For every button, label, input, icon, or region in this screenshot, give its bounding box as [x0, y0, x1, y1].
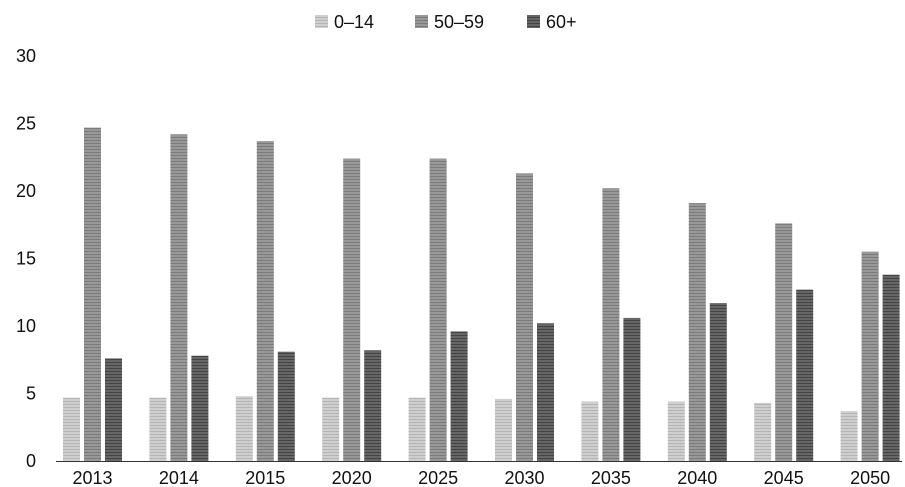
plot-area: [63, 127, 900, 462]
category-group: [840, 251, 900, 461]
x-tick-label: 2030: [504, 468, 544, 487]
bar-series-60-plus: [537, 323, 554, 461]
bar-series-50-59: [775, 223, 793, 461]
y-tick-label: 5: [26, 384, 36, 404]
y-tick-label: 10: [16, 316, 36, 336]
y-tick-label: 15: [16, 249, 36, 269]
bar-series-50-59: [602, 188, 620, 462]
legend-swatch: [315, 15, 328, 28]
legend-swatch: [415, 15, 428, 28]
bar-series-50-59: [861, 251, 879, 461]
legend-item: 50–59: [415, 12, 484, 32]
category-group: [754, 223, 814, 461]
category-group: [581, 188, 641, 462]
bar-series-0-14: [408, 397, 426, 461]
legend: 0–14 50–59 60+: [315, 12, 577, 32]
bar-series-60-plus: [796, 289, 814, 461]
legend-label: 50–59: [434, 12, 484, 32]
y-tick-label: 0: [26, 451, 36, 471]
bar-series-50-59: [343, 158, 361, 461]
bar-series-0-14: [840, 411, 858, 461]
legend-swatch: [527, 15, 540, 28]
bar-series-0-14: [322, 397, 340, 461]
bar-series-50-59: [84, 127, 101, 461]
x-tick-label: 2013: [72, 468, 112, 487]
x-tick-label: 2015: [245, 468, 285, 487]
bar-series-60-plus: [105, 358, 122, 461]
category-group: [149, 134, 209, 462]
legend-item: 0–14: [315, 12, 374, 32]
bar-series-60-plus: [882, 274, 900, 461]
bar-series-60-plus: [450, 331, 468, 461]
x-tick-label: 2040: [677, 468, 717, 487]
bar-series-60-plus: [623, 317, 641, 461]
x-tick-label: 2025: [418, 468, 458, 487]
bar-series-60-plus: [191, 355, 209, 461]
bar-series-0-14: [149, 397, 167, 461]
bar-series-50-59: [516, 173, 533, 461]
bar-series-0-14: [667, 401, 685, 461]
bar-series-50-59: [256, 141, 274, 461]
legend-label: 60+: [546, 12, 577, 32]
bar-series-60-plus: [364, 350, 382, 461]
bar-series-0-14: [235, 396, 253, 461]
bar-series-0-14: [63, 397, 80, 461]
bar-series-60-plus: [277, 351, 295, 461]
bar-series-0-14: [754, 402, 772, 461]
category-group: [667, 203, 727, 461]
x-axis: 2013 2014 2015 2020 2025 2030 2035 2040 2045 2050: [56, 461, 902, 487]
y-tick-label: 30: [16, 46, 36, 66]
category-group: [322, 158, 382, 461]
y-axis: 0 5 10 15 20 25 30: [16, 46, 36, 471]
category-group: [408, 158, 468, 461]
y-tick-label: 20: [16, 181, 36, 201]
bar-series-60-plus: [709, 303, 727, 461]
category-group: [235, 141, 295, 461]
category-group: [63, 127, 122, 461]
bar-series-50-59: [688, 203, 706, 461]
x-tick-label: 2014: [159, 468, 199, 487]
bar-series-50-59: [170, 134, 188, 462]
bar-series-50-59: [429, 158, 447, 461]
category-group: [495, 173, 554, 461]
bar-series-0-14: [495, 398, 512, 461]
x-tick-label: 2050: [850, 468, 890, 487]
bar-series-0-14: [581, 401, 599, 461]
y-tick-label: 25: [16, 114, 36, 134]
x-tick-label: 2045: [764, 468, 804, 487]
x-tick-label: 2020: [332, 468, 372, 487]
legend-label: 0–14: [334, 12, 374, 32]
legend-item: 60+: [527, 12, 577, 32]
x-tick-label: 2035: [591, 468, 631, 487]
